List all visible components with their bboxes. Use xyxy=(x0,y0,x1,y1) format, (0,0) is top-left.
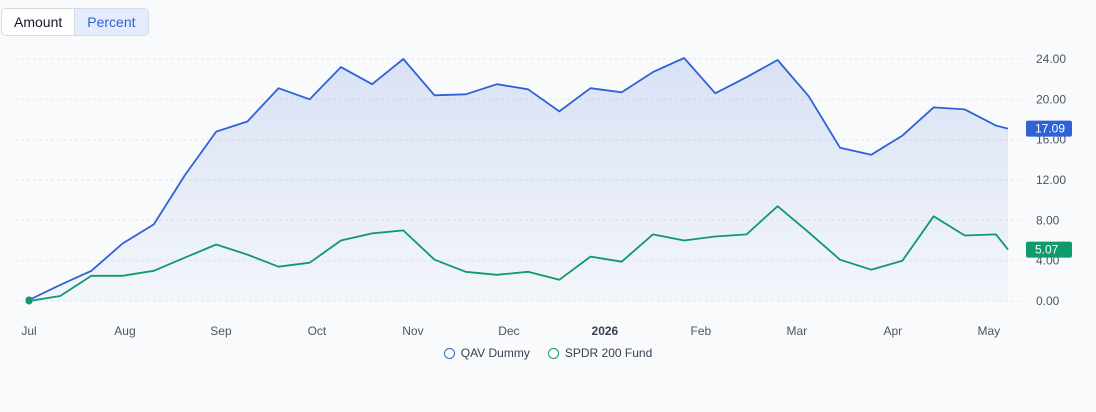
last-value-badges: 17.09 5.07 xyxy=(1026,120,1072,258)
x-tick-label: Aug xyxy=(114,324,135,338)
series-line-1 xyxy=(28,205,1009,302)
x-tick-label: Oct xyxy=(308,324,327,338)
view-toggle: Amount Percent xyxy=(1,8,149,36)
x-tick-label: Mar xyxy=(787,324,808,338)
legend: QAV Dummy SPDR 200 Fund xyxy=(0,346,1096,360)
y-tick-label: 20.00 xyxy=(1036,92,1066,106)
series-start-marker-1 xyxy=(25,297,33,305)
x-tick-label: May xyxy=(977,324,1000,338)
last-value-badge-0 xyxy=(1026,120,1072,137)
series-line-0 xyxy=(28,57,1009,301)
legend-item-0[interactable]: QAV Dummy xyxy=(443,346,530,360)
series-area-0 xyxy=(29,58,1008,301)
x-tick-label: Dec xyxy=(498,324,519,338)
amount-toggle-button[interactable]: Amount xyxy=(2,9,74,35)
percent-toggle-button[interactable]: Percent xyxy=(74,9,148,35)
area-layer xyxy=(29,58,1008,301)
legend-label: QAV Dummy xyxy=(460,346,530,360)
x-tick-label: Feb xyxy=(691,324,712,338)
x-tick-label: 2026 xyxy=(592,324,619,338)
last-value-label-0: 17.09 xyxy=(1035,122,1065,136)
legend-label: SPDR 200 Fund xyxy=(564,346,653,360)
last-value-badge-1 xyxy=(1026,241,1072,258)
x-axis: Jul Aug Sep Oct Nov Dec 2026 Feb Mar Apr May xyxy=(21,324,1000,338)
legend-item-1[interactable]: SPDR 200 Fund xyxy=(547,346,653,360)
x-tick-label: Apr xyxy=(883,324,902,338)
y-tick-label: 24.00 xyxy=(1036,52,1066,66)
x-tick-label: Sep xyxy=(210,324,232,338)
legend-marker-icon xyxy=(547,347,559,359)
y-tick-label: 8.00 xyxy=(1036,213,1060,227)
y-tick-label: 12.00 xyxy=(1036,173,1066,187)
x-tick-label: Jul xyxy=(21,324,36,338)
y-tick-label: 0.00 xyxy=(1036,294,1060,308)
series-lines xyxy=(25,57,1009,305)
x-tick-label: Nov xyxy=(402,324,423,338)
legend-marker-icon xyxy=(443,347,455,359)
last-value-label-1: 5.07 xyxy=(1035,243,1059,257)
